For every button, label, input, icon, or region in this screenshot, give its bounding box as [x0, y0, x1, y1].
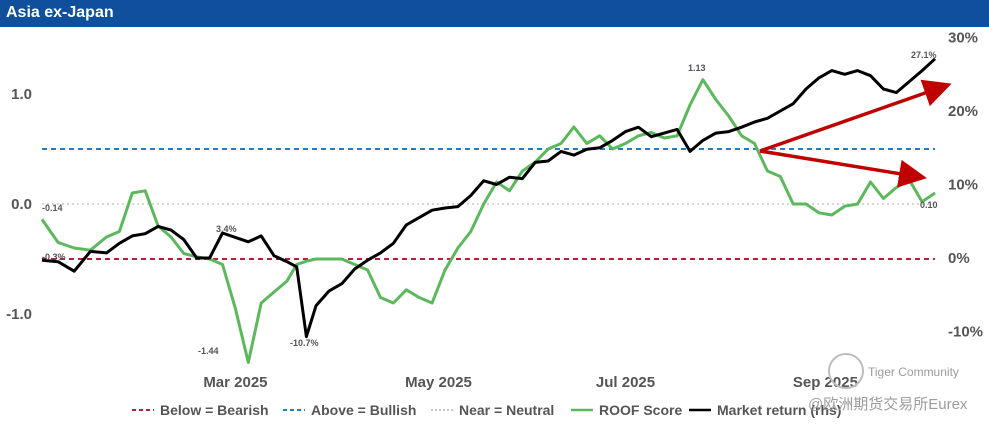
data-label: 0.10	[920, 200, 938, 210]
x-tick-label: Mar 2025	[203, 374, 267, 391]
market-return-line	[41, 57, 937, 339]
y-left-tick-label: 1.0	[11, 86, 32, 103]
x-tick-label: May 2025	[405, 374, 472, 391]
data-label: -1.44	[198, 346, 219, 356]
data-label: 27.1%	[911, 50, 937, 60]
down-trend-arrow	[759, 149, 927, 188]
y-left-tick-label: -1.0	[6, 306, 32, 323]
data-label: -0.3%	[42, 252, 66, 262]
x-tick-label: Jul 2025	[596, 374, 655, 391]
y-left-tick-label: 0.0	[11, 196, 32, 213]
title-bar: Asia ex-Japan	[0, 0, 989, 27]
roof-score-line	[40, 78, 936, 364]
legend-label: Near = Neutral	[459, 402, 554, 418]
y-right-tick-label: 0%	[948, 250, 970, 267]
tiger-logo-icon	[828, 353, 864, 389]
y-right-tick-label: 10%	[948, 177, 978, 194]
legend-label: Below = Bearish	[160, 402, 269, 418]
legend-label: ROOF Score	[599, 402, 682, 418]
watermark-line1: Tiger Community	[868, 365, 959, 379]
chart-title: Asia ex-Japan	[6, 4, 114, 21]
watermark-line2: @欧洲期货交易所Eurex	[808, 396, 968, 413]
data-label: -10.7%	[290, 338, 319, 348]
data-label: 3.4%	[216, 224, 237, 234]
data-label: -0.14	[42, 203, 63, 213]
legend-label: Above = Bullish	[311, 402, 416, 418]
watermark: Tiger Community @欧洲期货交易所Eurex	[808, 353, 983, 417]
data-label: 1.13	[688, 63, 706, 73]
y-right-tick-label: -10%	[948, 324, 983, 341]
y-right-tick-label: 20%	[948, 103, 978, 120]
up-trend-arrow	[759, 79, 952, 153]
y-right-tick-label: 30%	[948, 30, 978, 47]
legend-label: Market return (rhs)	[717, 402, 841, 418]
